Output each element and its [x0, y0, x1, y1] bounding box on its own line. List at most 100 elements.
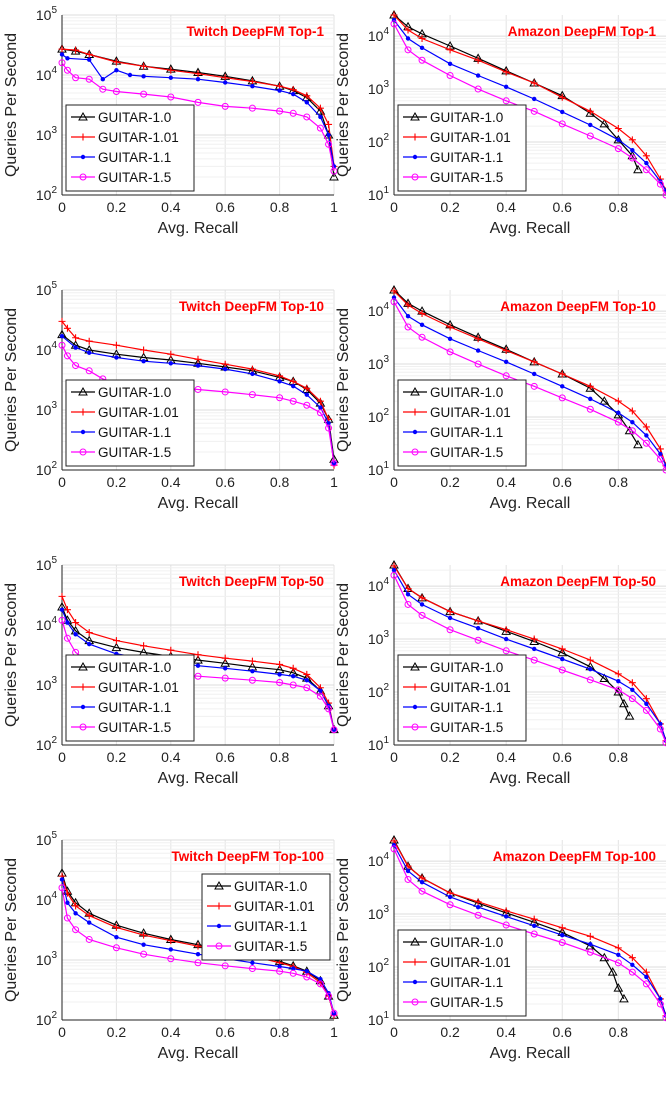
legend: GUITAR-1.0 GUITAR-1.01 GUITAR-1.1 GUITAR-1.… [65, 654, 195, 742]
y-tick-label: 103 [36, 950, 58, 968]
data-point [474, 335, 482, 343]
data-point [503, 914, 509, 919]
data-point [221, 74, 229, 82]
data-point [418, 333, 426, 341]
y-tick-label: 102 [368, 407, 390, 425]
data-point [277, 88, 282, 93]
y-tick-label: 104 [36, 615, 58, 633]
data-point [560, 109, 565, 115]
data-point [619, 993, 629, 1003]
data-point [662, 191, 666, 199]
data-point [65, 56, 70, 61]
legend-marker [80, 154, 86, 160]
legend-marker [79, 723, 87, 731]
y-axis-label: Queries Per Second [3, 33, 20, 177]
legend-label: GUITAR-1.01 [430, 955, 511, 970]
chart-title: Twitch DeepFM Top-100 [171, 849, 324, 864]
data-point [276, 107, 284, 115]
data-point [59, 607, 65, 612]
data-point [112, 58, 120, 66]
chart-amazon-deepfm-top-100: 0 0.2 0.4 0.6 0.8 101 102 103 104 Avg. Recall Quer… [335, 834, 666, 1062]
data-point [330, 459, 338, 467]
data-point [316, 980, 324, 988]
data-point [316, 409, 324, 417]
y-tick-label: 101 [368, 735, 390, 753]
data-point [502, 97, 510, 105]
data-point [616, 952, 621, 958]
series-guitar-1-5 [390, 845, 666, 1022]
data-point [250, 668, 255, 674]
data-point [72, 902, 80, 910]
data-point [72, 362, 80, 370]
x-tick-label: 0.2 [440, 474, 460, 490]
y-tick-label: 104 [368, 851, 390, 869]
y-axis-label: Queries Per Second [3, 583, 20, 727]
data-point [418, 594, 426, 602]
x-tick-label: 0 [390, 474, 398, 490]
legend-item: GUITAR-1.0 [403, 935, 503, 950]
legend-label: GUITAR-1.0 [430, 935, 503, 950]
legend-label: GUITAR-1.5 [234, 939, 307, 954]
data-point [588, 396, 593, 402]
data-point [560, 932, 565, 938]
x-axis-label: Avg. Recall [490, 220, 571, 237]
data-point [662, 739, 666, 747]
x-tick-label: 0.4 [496, 474, 516, 490]
y-tick-label: 102 [368, 957, 390, 975]
data-point [58, 341, 66, 349]
data-point [87, 350, 92, 355]
data-point [419, 45, 425, 51]
data-point [558, 939, 566, 947]
legend-marker [78, 386, 88, 396]
legend: GUITAR-1.0 GUITAR-1.01 GUITAR-1.1 GUITAR-1.… [397, 929, 527, 1017]
data-point [167, 350, 175, 358]
data-point [588, 122, 593, 128]
data-point [419, 879, 425, 885]
data-point [447, 61, 453, 66]
x-tick-label: 0.6 [215, 749, 235, 765]
x-tick-label: 0.6 [215, 199, 235, 215]
data-point [85, 912, 93, 920]
chart-title: Amazon DeepFM Top-50 [500, 574, 656, 589]
data-point [474, 636, 482, 644]
legend-label: GUITAR-1.5 [430, 170, 503, 185]
legend: GUITAR-1.0 GUITAR-1.01 GUITAR-1.1 GUITAR-1.… [397, 654, 527, 742]
legend-item: GUITAR-1.0 [71, 660, 171, 675]
data-point [658, 721, 663, 727]
chart-twitch-deepfm-top-1: 0 0.2 0.4 0.6 0.8 1 102 103 104 105 Avg. Recall Que… [3, 5, 339, 237]
data-point [558, 924, 566, 932]
data-point [85, 935, 93, 943]
legend-item: GUITAR-1.01 [403, 130, 511, 145]
legend-label: GUITAR-1.01 [430, 130, 511, 145]
data-point [140, 950, 148, 958]
data-point [59, 52, 65, 57]
legend-item: GUITAR-1.1 [403, 975, 503, 990]
x-axis-label: Avg. Recall [490, 770, 571, 787]
data-point [633, 439, 643, 449]
data-point [248, 77, 256, 85]
data-point [318, 688, 323, 694]
data-point [85, 337, 93, 345]
data-point [475, 348, 481, 353]
data-point [447, 336, 453, 341]
chart-twitch-deepfm-top-10: 0 0.2 0.4 0.6 0.8 1 102 103 104 105 Avg. Recall Que… [3, 280, 339, 512]
series-line [61, 62, 335, 172]
legend-marker [79, 683, 87, 691]
legend-label: GUITAR-1.01 [234, 899, 315, 914]
data-point [658, 451, 663, 457]
data-point [304, 678, 309, 683]
chart-amazon-deepfm-top-1: 0 0.2 0.4 0.6 0.8 101 102 103 104 Avg. Recall Quer… [335, 9, 666, 237]
x-tick-label: 0.8 [609, 1024, 629, 1040]
data-point [614, 959, 622, 967]
data-point [63, 914, 71, 922]
legend-label: GUITAR-1.1 [430, 700, 503, 715]
series-line [393, 19, 666, 192]
data-point [58, 317, 66, 325]
x-tick-label: 0.4 [161, 199, 181, 215]
data-point [303, 384, 311, 392]
data-point [614, 145, 622, 153]
data-point [112, 923, 120, 931]
y-axis-label: Queries Per Second [335, 308, 352, 452]
legend-marker [78, 661, 88, 671]
legend-label: GUITAR-1.5 [430, 445, 503, 460]
